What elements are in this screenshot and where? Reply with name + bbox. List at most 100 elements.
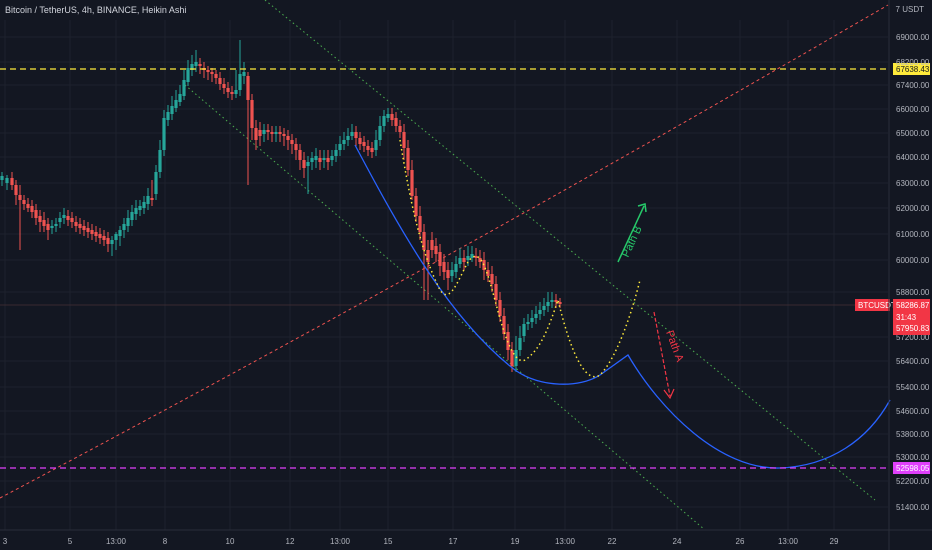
candle-body	[94, 232, 98, 236]
candle-body	[54, 224, 58, 226]
candle-body	[294, 144, 298, 150]
candle-body	[194, 62, 198, 66]
candle-body	[430, 240, 434, 250]
candle-body	[158, 150, 162, 172]
candle-body	[18, 195, 22, 200]
candle-body	[182, 80, 186, 96]
price-tick-label: 61000.00	[896, 230, 930, 239]
candle-body	[5, 178, 9, 183]
candle-body	[130, 212, 134, 220]
candle-body	[354, 132, 358, 138]
candle-body	[178, 94, 182, 102]
candle-body	[134, 208, 138, 214]
candle-body	[342, 140, 346, 144]
candle-body	[510, 350, 514, 366]
candle-body	[418, 216, 422, 232]
candle-body	[206, 70, 210, 72]
chart-title: Bitcoin / TetherUS, 4h, BINANCE, Heikin …	[5, 5, 187, 15]
candle-body	[238, 74, 242, 90]
candle-body	[502, 316, 506, 334]
candle-body	[314, 156, 318, 160]
candle-body	[490, 274, 494, 284]
candle-body	[530, 318, 534, 322]
candle-body	[286, 136, 290, 140]
candle-body	[322, 158, 326, 160]
price-tick-label: 53000.00	[896, 453, 930, 462]
candle-body	[246, 76, 250, 100]
candle-body	[166, 112, 170, 120]
candle-body	[30, 206, 34, 212]
price-tick-label: 57200.00	[896, 333, 930, 342]
unit-prefix: 7	[895, 5, 900, 14]
level-label: 67638.43	[896, 65, 930, 74]
channel-lower-line	[184, 84, 706, 531]
candle-body	[82, 226, 86, 230]
candle-body	[142, 202, 146, 208]
projection-paths	[354, 139, 891, 469]
candle-body	[10, 178, 14, 185]
candle-body	[374, 140, 378, 150]
candle-body	[454, 264, 458, 272]
candle-body	[174, 100, 178, 108]
candle-body	[50, 226, 54, 228]
time-tick-label: 19	[511, 537, 520, 546]
candle-body	[290, 140, 294, 144]
candle-body	[274, 132, 278, 134]
candle-body	[410, 170, 414, 196]
path-b-arrow-line	[617, 205, 645, 263]
candle-body	[0, 176, 4, 180]
candle-body	[222, 84, 226, 88]
horizontal-levels[interactable]: 67638.43 52598.05	[0, 63, 930, 474]
price-tick-label: 65000.00	[896, 129, 930, 138]
time-tick-label: 15	[384, 537, 393, 546]
unit-currency: USDT	[902, 5, 924, 14]
candles	[0, 40, 562, 372]
price-tick-label: 62000.00	[896, 204, 930, 213]
candle-body	[298, 150, 302, 160]
candle-body	[22, 200, 26, 204]
symbol-badge-label: BTCUSDT	[858, 301, 896, 310]
price-tick-label: 68200.00	[896, 58, 930, 67]
price-tick-label: 64000.00	[896, 153, 930, 162]
candle-body	[114, 234, 118, 240]
candle-body	[330, 156, 334, 160]
candle-body	[234, 90, 238, 94]
candle-body	[394, 118, 398, 126]
candle-body	[110, 240, 114, 244]
candle-body	[266, 130, 270, 132]
price-tick-label: 54600.00	[896, 407, 930, 416]
candle-body	[66, 216, 70, 220]
price-tick-label: 69000.00	[896, 33, 930, 42]
candle-body	[414, 196, 418, 216]
time-tick-label: 29	[830, 537, 839, 546]
candle-body	[218, 78, 222, 84]
path-a-arrow-head	[663, 388, 675, 400]
price-tick-label: 55400.00	[896, 383, 930, 392]
time-tick-label: 3	[3, 537, 8, 546]
candle-body	[390, 114, 394, 120]
candle-body	[254, 128, 258, 140]
candle-body	[498, 300, 502, 316]
time-tick-label: 10	[226, 537, 235, 546]
price-tick-label: 66000.00	[896, 105, 930, 114]
candle-body	[258, 130, 262, 136]
candle-body	[438, 252, 442, 266]
candle-body	[70, 218, 74, 222]
candle-body	[542, 306, 546, 310]
price-axis[interactable]: 69000.00 68200.00 67400.00 66000.00 65000.00…	[855, 33, 930, 512]
candle-body	[398, 126, 402, 132]
symbol-badge	[855, 299, 890, 311]
candle-body	[470, 254, 474, 258]
price-tick-label: 53800.00	[896, 430, 930, 439]
candle-body	[350, 132, 354, 136]
candle-body	[242, 72, 246, 76]
candle-body	[74, 222, 78, 226]
price-badge	[893, 299, 930, 335]
price-tick-label: 51400.00	[896, 503, 930, 512]
candle-body	[554, 300, 558, 302]
path-a-arrow-line	[653, 311, 671, 397]
level-badge	[893, 462, 930, 474]
